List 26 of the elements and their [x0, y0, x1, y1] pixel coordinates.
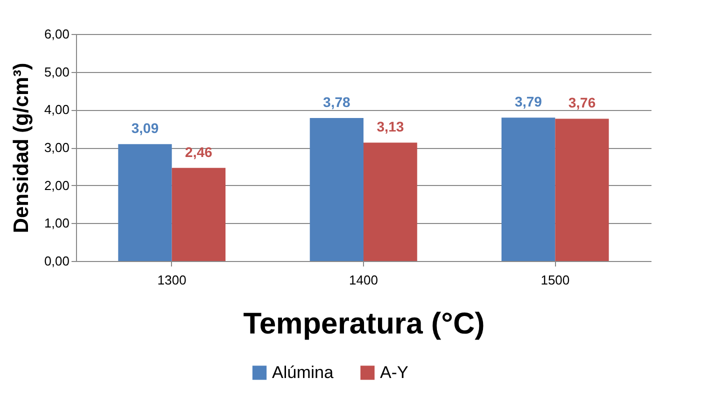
data-label: 2,46	[185, 144, 213, 160]
bar	[118, 144, 172, 261]
bar	[364, 142, 418, 261]
bar	[502, 118, 556, 261]
legend-label: A-Y	[380, 362, 408, 382]
y-tick-label: 3,00	[44, 140, 70, 155]
data-label: 3,78	[323, 94, 351, 110]
y-tick-label: 0,00	[44, 254, 70, 268]
bar	[555, 118, 609, 261]
y-tick-label: 2,00	[44, 178, 70, 193]
bar	[310, 118, 364, 261]
x-tick-label: 1300	[157, 272, 186, 288]
data-label: 3,09	[131, 120, 159, 136]
data-label: 3,13	[376, 118, 404, 135]
data-label: 3,76	[568, 94, 596, 111]
y-tick-label: 4,00	[44, 102, 70, 118]
y-tick-label: 6,00	[44, 26, 70, 42]
x-axis-title: Temperatura (°C)	[243, 308, 485, 340]
bar	[172, 168, 226, 261]
y-tick-label: 5,00	[44, 64, 70, 80]
data-label: 3,79	[514, 94, 542, 110]
y-tick-label: 1,00	[44, 216, 70, 231]
x-tick-label: 1400	[349, 272, 378, 288]
legend-label: Alúmina	[272, 362, 334, 382]
x-tick-label: 1500	[540, 272, 570, 288]
y-axis-title: Densidad (g/cm³)	[10, 62, 34, 234]
